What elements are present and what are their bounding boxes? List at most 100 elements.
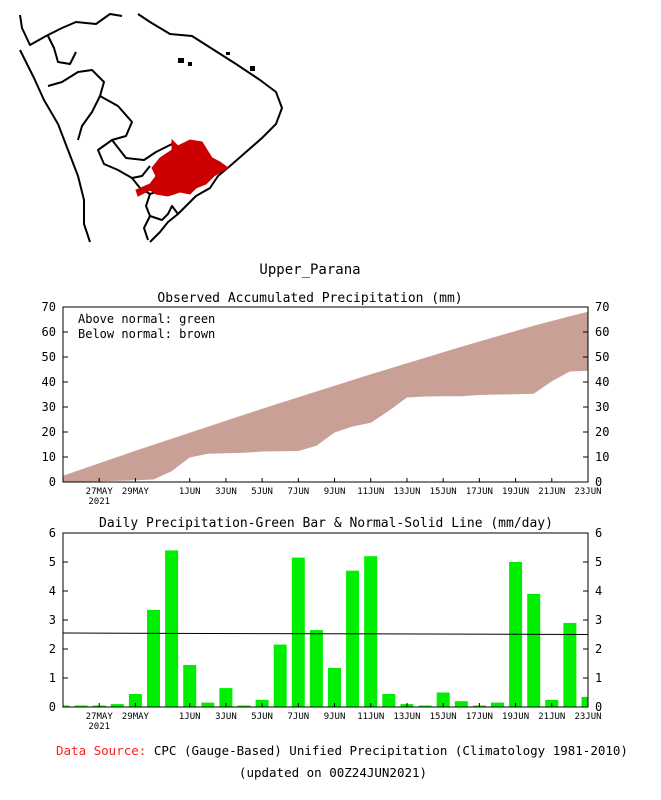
daily-xtick-label: 11JUN	[357, 712, 384, 722]
daily-precip-bar	[201, 702, 215, 707]
daily-precip-bar	[237, 705, 251, 707]
daily-ytick-label-right: 2	[595, 642, 602, 656]
region-title: Upper_Parana	[259, 262, 360, 278]
accum-xtick-label: 27MAY	[86, 487, 114, 497]
daily-precip-bar	[436, 692, 450, 707]
accum-ytick-label-left: 10	[42, 450, 56, 464]
daily-xtick-label: 23JUN	[574, 712, 601, 722]
daily-precip-bar	[382, 694, 396, 707]
accum-xtick-label: 19JUN	[502, 487, 529, 497]
accum-ytick-label-left: 0	[49, 475, 56, 489]
daily-xtick-label: 3JUN	[215, 712, 237, 722]
legend-below-normal: Below normal: brown	[78, 327, 215, 341]
accum-xtick-year: 2021	[88, 497, 110, 507]
daily-xtick-label: 15JUN	[430, 712, 457, 722]
daily-ytick-label-left: 6	[49, 526, 56, 540]
daily-ytick-label-right: 4	[595, 584, 602, 598]
daily-precip-bar	[364, 556, 378, 707]
accum-xtick-label: 11JUN	[357, 487, 384, 497]
daily-ytick-label-left: 2	[49, 642, 56, 656]
daily-xtick-label: 27MAY	[86, 712, 114, 722]
daily-precip-bar	[63, 705, 70, 707]
accum-ytick-label-left: 40	[42, 375, 56, 389]
map-land-outline	[19, 13, 283, 243]
daily-precip-bar	[454, 701, 468, 707]
legend-above-normal: Above normal: green	[78, 312, 215, 326]
accum-xtick-label: 1JUN	[179, 487, 201, 497]
daily-precip-bar	[273, 644, 287, 707]
daily-ytick-label-left: 3	[49, 613, 56, 627]
data-source-text: CPC (Gauge-Based) Unified Precipitation …	[154, 743, 628, 758]
accum-ytick-label-right: 30	[595, 400, 609, 414]
daily-xtick-label: 1JUN	[179, 712, 201, 722]
below-normal-deficit-area	[63, 307, 588, 482]
accum-xtick-label: 17JUN	[466, 487, 493, 497]
accum-ytick-label-left: 70	[42, 300, 56, 314]
upper-parana-region	[135, 138, 229, 197]
map-islands	[178, 52, 255, 71]
daily-precip-bar	[418, 705, 432, 707]
daily-precip-chart: Daily Precipitation-Green Bar & Normal-S…	[49, 516, 602, 732]
accumulated-precip-chart: Observed Accumulated Precipitation (mm) …	[42, 291, 610, 507]
daily-xtick-label: 13JUN	[393, 712, 420, 722]
daily-precip-bar	[219, 688, 233, 707]
region-locator-map	[19, 13, 283, 243]
daily-plot-area	[62, 550, 589, 707]
normal-precip-line	[62, 632, 589, 635]
daily-ytick-label-right: 1	[595, 671, 602, 685]
daily-ytick-label-left: 5	[49, 555, 56, 569]
data-source-label: Data Source:	[56, 743, 146, 758]
daily-ytick-label-right: 5	[595, 555, 602, 569]
data-source-line: Data Source: CPC (Gauge-Based) Unified P…	[56, 743, 628, 758]
daily-xtick-label: 19JUN	[502, 712, 529, 722]
daily-precip-bar	[128, 694, 142, 707]
daily-ytick-label-right: 6	[595, 526, 602, 540]
accumulated-plot-area	[63, 307, 588, 482]
daily-ytick-label-left: 0	[49, 700, 56, 714]
accum-ytick-label-right: 10	[595, 450, 609, 464]
daily-precip-bar	[309, 630, 323, 707]
daily-bars	[63, 550, 588, 707]
updated-timestamp: (updated on 00Z24JUN2021)	[239, 765, 427, 780]
daily-precip-bar	[346, 570, 360, 707]
daily-precip-bar	[328, 667, 341, 707]
accum-xtick-label: 7JUN	[288, 487, 310, 497]
daily-precip-bar	[165, 550, 179, 707]
accum-xtick-label: 23JUN	[574, 487, 601, 497]
accum-xtick-label: 3JUN	[215, 487, 237, 497]
accumulated-plot-frame	[62, 306, 589, 483]
daily-ytick-label-left: 1	[49, 671, 56, 685]
accum-ytick-label-right: 20	[595, 425, 609, 439]
daily-precip-bar	[74, 705, 88, 707]
accum-xtick-label: 5JUN	[251, 487, 273, 497]
accum-ytick-label-right: 60	[595, 325, 609, 339]
daily-precip-bar	[147, 609, 160, 707]
accum-ytick-label-right: 40	[595, 375, 609, 389]
daily-xtick-label: 7JUN	[288, 712, 310, 722]
daily-xtick-label: 21JUN	[538, 712, 565, 722]
accum-xtick-label: 9JUN	[324, 487, 346, 497]
daily-precip-bar	[581, 696, 588, 707]
accum-ytick-label-right: 70	[595, 300, 609, 314]
accum-ytick-label-right: 50	[595, 350, 609, 364]
daily-xtick-label: 9JUN	[324, 712, 346, 722]
accumulated-chart-title: Observed Accumulated Precipitation (mm)	[157, 291, 462, 306]
daily-precip-bar	[183, 665, 197, 707]
daily-ytick-label-left: 4	[49, 584, 56, 598]
daily-precip-bar	[491, 702, 504, 707]
daily-precip-bar	[291, 557, 305, 707]
accum-xtick-label: 15JUN	[430, 487, 457, 497]
accum-ytick-label-right: 0	[595, 475, 602, 489]
daily-ytick-label-right: 0	[595, 700, 602, 714]
accum-ytick-label-left: 50	[42, 350, 56, 364]
accum-xtick-label: 13JUN	[393, 487, 420, 497]
accum-xtick-label: 29MAY	[122, 487, 150, 497]
daily-xtick-label: 5JUN	[251, 712, 273, 722]
daily-precip-bar	[563, 622, 577, 707]
daily-precip-bar	[527, 593, 541, 707]
daily-chart-title: Daily Precipitation-Green Bar & Normal-S…	[99, 516, 553, 531]
